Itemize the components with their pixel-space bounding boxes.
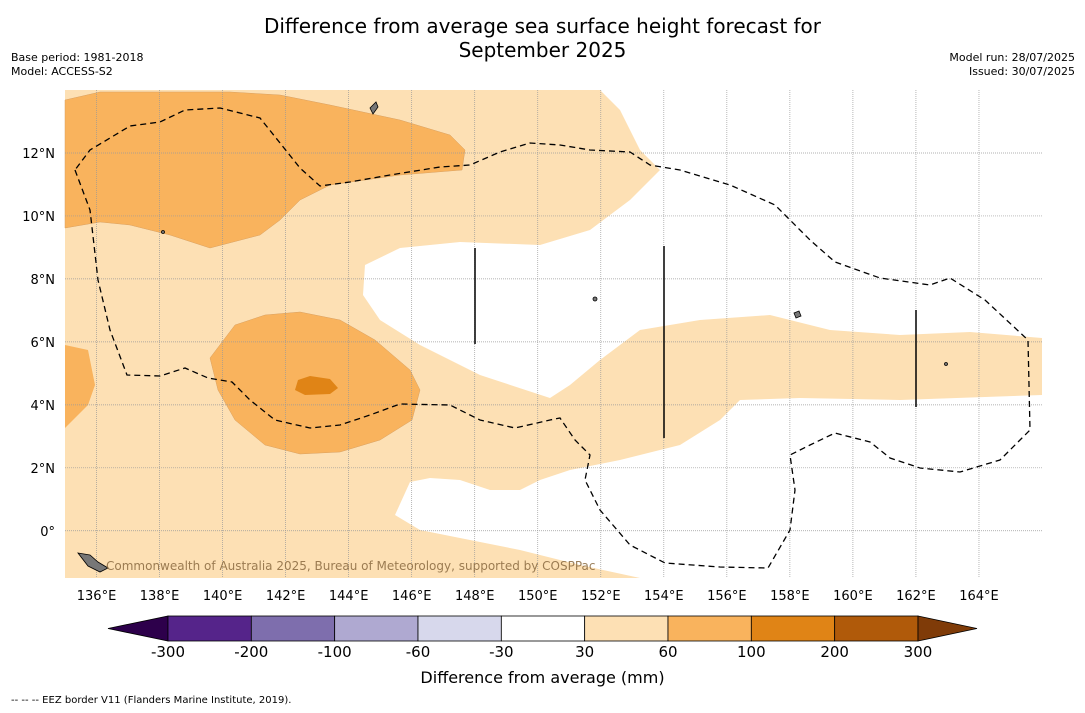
colorbar-bin [167,615,252,642]
colorbar-extend-low [107,615,169,642]
chart-title: Difference from average sea surface heig… [0,14,1085,62]
x-tick-label: 160°E [833,589,873,604]
island-dot-1 [592,296,598,302]
colorbar-label: -100 [317,643,352,661]
colorbar-label: -30 [489,643,514,661]
base-period: Base period: 1981-2018 [11,51,144,64]
anomaly-region-60-100-west [65,345,95,428]
anomaly-region-30-60-north [65,90,1042,578]
x-tick-label: 144°E [329,589,369,604]
y-tick-label: 6°N [31,336,56,351]
colorbar-bin [417,615,502,642]
x-tick-label: 164°E [959,589,999,604]
x-tick-label: 146°E [392,589,432,604]
colorbar-bin [834,615,919,642]
x-tick-label: 158°E [770,589,810,604]
colorbar-label: 60 [658,643,678,661]
x-tick-label: 136°E [77,589,117,604]
title-line-2: September 2025 [458,38,627,62]
x-tick-label: 154°E [644,589,684,604]
x-axis-ticks: 136°E 138°E 140°E 142°E 144°E 146°E 148°E 150°E… [77,589,999,604]
x-tick-label: 138°E [140,589,180,604]
island-guam [369,101,379,115]
eez-border-west [74,107,1031,569]
x-tick-label: 140°E [203,589,243,604]
island-dot-2 [944,362,948,366]
colorbar-bin [500,615,586,642]
meta-right: Model run: 28/07/2025 Issued: 30/07/2025 [949,51,1075,79]
y-axis-ticks: 0° 2°N 4°N 6°N 8°N 10°N 12°N [22,147,55,540]
meta-left: Base period: 1981-2018 Model: ACCESS-S2 [11,51,143,79]
section-lines [474,246,917,438]
island-dot-3 [161,230,165,234]
colorbar-label: -200 [234,643,269,661]
island-pohnpei [793,310,802,319]
y-tick-label: 4°N [31,399,56,414]
x-tick-label: 142°E [266,589,306,604]
gridlines [65,90,1042,578]
colorbar [107,615,978,642]
x-tick-label: 148°E [455,589,495,604]
model-name: Model: ACCESS-S2 [11,65,113,78]
title-line-1: Difference from average sea surface heig… [263,14,822,38]
colorbar-label: 30 [575,643,595,661]
colorbar-bin [584,615,669,642]
x-tick-label: 152°E [581,589,621,604]
island-png [77,552,109,573]
colorbar-label: 200 [820,643,849,661]
anomaly-region-30-60-ne [600,90,690,91]
colorbar-label: -300 [150,643,186,661]
islands [77,101,948,573]
colorbar-bin [250,615,336,642]
footnote: -- -- -- EEZ border V11 (Flanders Marine… [11,695,292,706]
colorbar-label: -60 [405,643,431,661]
colorbar-label: 300 [903,643,933,661]
anomaly-region-100-200 [295,376,338,395]
colorbar-bin [750,615,836,642]
model-run: Model run: 28/07/2025 [949,51,1075,64]
y-tick-label: 2°N [31,462,56,477]
eez-borders [74,107,1031,569]
y-tick-label: 12°N [22,147,55,162]
y-tick-label: 8°N [31,273,56,288]
colorbar-bin [667,615,752,642]
x-tick-label: 162°E [896,589,936,604]
x-tick-label: 150°E [518,589,558,604]
issued-date: Issued: 30/07/2025 [968,65,1075,78]
colorbar-bin [334,615,419,642]
colorbar-label: 100 [737,643,766,661]
shading-layer [64,90,1042,578]
y-tick-label: 10°N [22,210,55,225]
y-tick-label: 0° [40,525,55,540]
colorbar-extend-high [917,615,978,642]
watermark: Commonwealth of Australia 2025, Bureau o… [106,559,596,573]
colorbar-title: Difference from average (mm) [420,668,665,687]
x-tick-label: 156°E [707,589,747,604]
